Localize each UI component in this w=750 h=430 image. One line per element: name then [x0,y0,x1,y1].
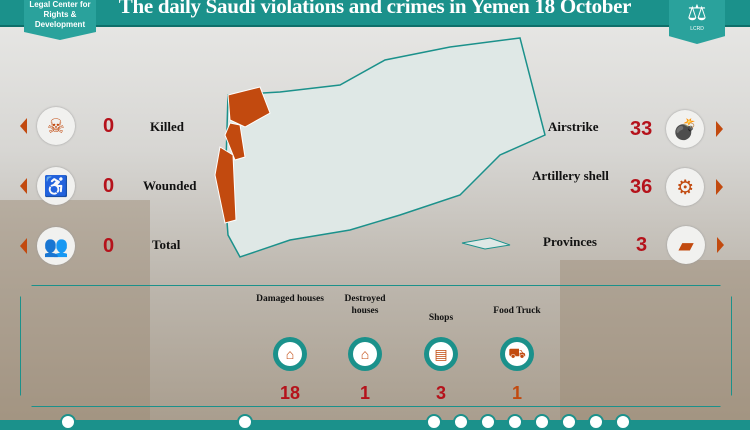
provinces-label: Provinces [543,234,597,249]
casualty-killed: ☠ 0 [20,107,114,145]
damage-panel [20,285,732,407]
yemen-map-icon: ▰ [667,226,706,264]
header-bar: The daily Saudi violations and crimes in… [0,0,750,27]
attack-provinces: 3 ▰ [636,226,725,264]
shop-icon: ▤ [429,342,453,366]
arrow-left-icon[interactable] [20,178,27,194]
arrow-right-icon[interactable] [716,179,724,195]
web-icon[interactable] [237,414,253,430]
damage-label: Food Truck [493,306,541,316]
casualty-wounded: ♿ 0 [20,167,114,205]
social-icon[interactable] [507,414,523,430]
damage-count: 1 [511,383,522,403]
house-icon-circle: ⌂ [273,337,307,371]
provinces-count: 3 [636,233,648,256]
damage-label: Damaged houses [256,294,324,304]
yemen-map [214,37,546,258]
ruins-left [0,200,150,420]
house-icon: ⌂ [278,342,302,366]
wounded-count: 0 [103,174,115,197]
dead-body-icon: ☠ [37,107,75,145]
artillery-count: 36 [630,175,653,198]
damage-count: 3 [435,383,446,403]
artillery-label: Artillery shell [532,168,609,183]
damage-count: 18 [279,383,301,403]
damage-destroyed-houses: Destroyed houses ⌂ 1 [330,293,400,403]
logo-text: LCRD [690,26,704,32]
phone-icon[interactable] [60,414,76,430]
arrow-left-icon[interactable] [20,118,27,134]
social-icon[interactable] [534,414,550,430]
damage-damaged-houses: Damaged houses ⌂ 18 [255,293,325,403]
wounded-label: Wounded [143,178,197,193]
social-icon[interactable] [615,414,631,430]
attack-airstrike: 33 💣 [630,110,724,148]
page-title: The daily Saudi violations and crimes in… [118,0,632,18]
airstrike-count: 33 [630,117,653,140]
damage-food-truck: Food Truck ⛟ 1 [482,305,552,403]
total-label: Total [152,237,181,252]
arrow-right-icon[interactable] [717,237,725,253]
social-icon[interactable] [426,414,442,430]
truck-icon-circle: ⛟ [500,337,534,371]
cannon-icon: ⚙ [666,168,705,206]
org-name: Legal Center for Rights & Development [29,0,91,29]
scales-icon: ⚖ [687,0,707,25]
damage-shops: Shops ▤ 3 [406,312,476,403]
damage-count: 1 [359,383,370,403]
injured-person-icon: ♿ [37,167,75,205]
org-badge: Legal Center for Rights & Development [24,0,96,40]
arrow-left-icon[interactable] [20,238,27,254]
arrow-right-icon[interactable] [716,121,724,137]
bombs-icon: 💣 [666,110,705,148]
footer-bar [0,420,750,430]
killed-count: 0 [103,114,115,137]
social-icon[interactable] [561,414,577,430]
casualty-total: 👥 0 [20,227,114,265]
instagram-icon[interactable] [588,414,604,430]
destroyed-house-icon: ⌂ [353,342,377,366]
shop-icon-circle: ▤ [424,337,458,371]
ruins-right [560,260,750,420]
damage-label: Shops [428,313,454,323]
damage-label: Destroyed houses [344,294,386,316]
social-icon[interactable] [480,414,496,430]
killed-label: Killed [150,119,184,134]
people-icon: 👥 [37,227,75,265]
logo-badge: ⚖ LCRD [669,0,725,44]
attack-artillery: 36 ⚙ [630,168,724,206]
total-count: 0 [103,234,115,257]
destroyed-house-icon-circle: ⌂ [348,337,382,371]
truck-icon: ⛟ [505,342,529,366]
social-icon[interactable] [453,414,469,430]
airstrike-label: Airstrike [548,119,599,134]
